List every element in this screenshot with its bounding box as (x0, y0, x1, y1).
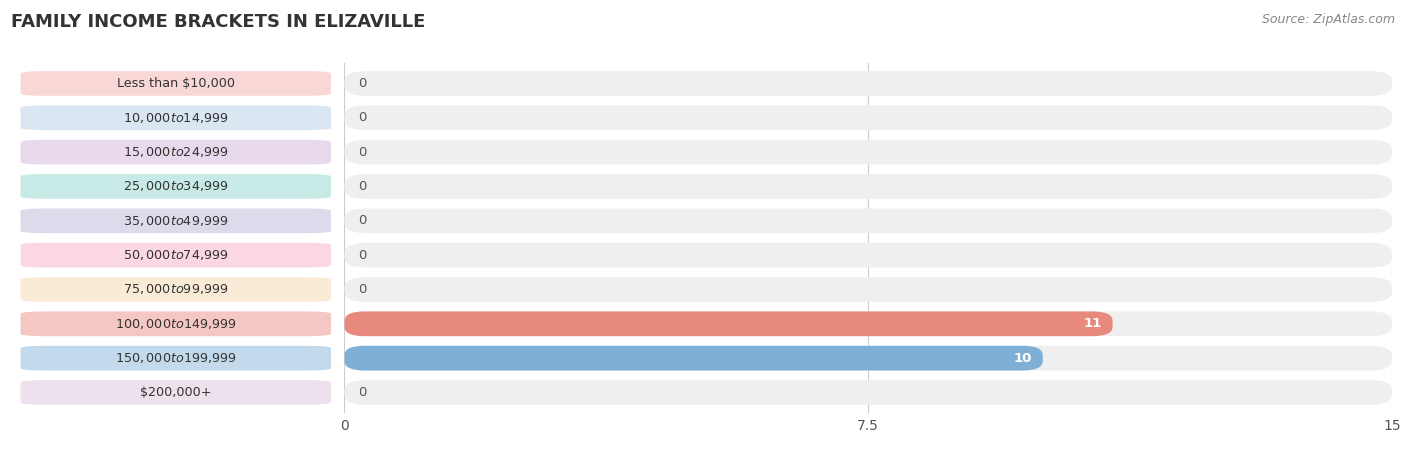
FancyBboxPatch shape (344, 140, 1392, 164)
Text: $50,000 to $74,999: $50,000 to $74,999 (122, 248, 229, 262)
FancyBboxPatch shape (344, 277, 1392, 302)
FancyBboxPatch shape (344, 208, 1392, 233)
Text: 0: 0 (359, 214, 367, 227)
Text: FAMILY INCOME BRACKETS IN ELIZAVILLE: FAMILY INCOME BRACKETS IN ELIZAVILLE (11, 13, 426, 31)
Text: 10: 10 (1014, 352, 1032, 365)
FancyBboxPatch shape (21, 380, 330, 405)
FancyBboxPatch shape (21, 71, 330, 96)
FancyBboxPatch shape (21, 106, 330, 130)
FancyBboxPatch shape (21, 243, 330, 268)
Text: $10,000 to $14,999: $10,000 to $14,999 (122, 111, 229, 125)
Text: $75,000 to $99,999: $75,000 to $99,999 (122, 282, 229, 296)
Text: 0: 0 (359, 111, 367, 124)
FancyBboxPatch shape (344, 174, 1392, 199)
FancyBboxPatch shape (344, 346, 1043, 370)
FancyBboxPatch shape (21, 277, 330, 302)
Text: Source: ZipAtlas.com: Source: ZipAtlas.com (1261, 13, 1395, 26)
Text: $25,000 to $34,999: $25,000 to $34,999 (122, 180, 229, 194)
Text: $200,000+: $200,000+ (141, 386, 211, 399)
FancyBboxPatch shape (21, 346, 330, 370)
Text: 0: 0 (359, 180, 367, 193)
Text: $35,000 to $49,999: $35,000 to $49,999 (122, 214, 229, 228)
Text: 11: 11 (1084, 317, 1102, 330)
Text: 0: 0 (359, 249, 367, 262)
FancyBboxPatch shape (344, 312, 1112, 336)
Text: $150,000 to $199,999: $150,000 to $199,999 (115, 351, 236, 365)
Text: 0: 0 (359, 77, 367, 90)
FancyBboxPatch shape (21, 174, 330, 199)
FancyBboxPatch shape (344, 380, 1392, 405)
Text: 0: 0 (359, 386, 367, 399)
Text: 0: 0 (359, 145, 367, 158)
FancyBboxPatch shape (344, 312, 1392, 336)
Text: $100,000 to $149,999: $100,000 to $149,999 (115, 317, 236, 331)
FancyBboxPatch shape (21, 208, 330, 233)
Text: $15,000 to $24,999: $15,000 to $24,999 (122, 145, 229, 159)
FancyBboxPatch shape (344, 346, 1392, 370)
FancyBboxPatch shape (344, 71, 1392, 96)
FancyBboxPatch shape (344, 106, 1392, 130)
FancyBboxPatch shape (21, 312, 330, 336)
Text: Less than $10,000: Less than $10,000 (117, 77, 235, 90)
FancyBboxPatch shape (21, 140, 330, 164)
FancyBboxPatch shape (344, 243, 1392, 268)
Text: 0: 0 (359, 283, 367, 296)
